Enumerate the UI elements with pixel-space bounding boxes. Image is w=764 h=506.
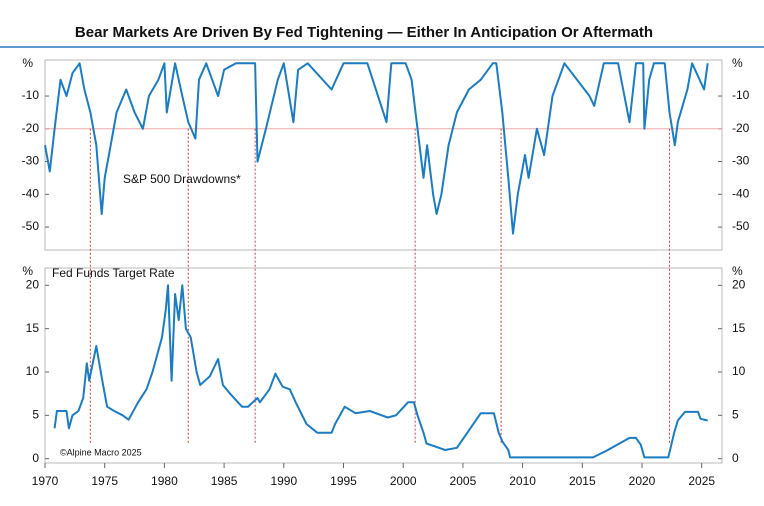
line-series bbox=[53, 284, 708, 459]
x-tick-label: 1975 bbox=[91, 474, 118, 488]
y-tick-label-right: 15 bbox=[732, 321, 746, 335]
y-tick-label: 10 bbox=[26, 364, 40, 378]
y-unit-right: % bbox=[732, 264, 743, 278]
x-tick-label: 2015 bbox=[569, 474, 596, 488]
y-unit: % bbox=[22, 56, 33, 70]
x-tick-label: 2020 bbox=[629, 474, 656, 488]
y-tick-label-right: -20 bbox=[732, 121, 750, 135]
x-tick-label: 1990 bbox=[270, 474, 297, 488]
y-tick-label: -20 bbox=[22, 121, 40, 135]
x-tick-label: 1980 bbox=[151, 474, 178, 488]
y-tick-label: 0 bbox=[32, 451, 39, 465]
x-tick-label: 2005 bbox=[450, 474, 477, 488]
annotation: Fed Funds Target Rate bbox=[52, 266, 175, 280]
x-tick-label: 1970 bbox=[32, 474, 59, 488]
y-tick-label-right: -30 bbox=[732, 154, 750, 168]
annotation: S&P 500 Drawdowns* bbox=[123, 172, 241, 186]
chart-title: Bear Markets Are Driven By Fed Tightenin… bbox=[75, 24, 653, 41]
y-unit-right: % bbox=[732, 56, 743, 70]
plot-frame bbox=[44, 267, 723, 464]
x-tick-label: 2000 bbox=[390, 474, 417, 488]
y-tick-label: -30 bbox=[22, 154, 40, 168]
y-tick-label: -40 bbox=[22, 186, 40, 200]
y-tick-label: 5 bbox=[32, 408, 39, 422]
y-tick-label-right: 20 bbox=[732, 278, 746, 292]
y-tick-label: -10 bbox=[22, 88, 40, 102]
y-tick-label: 20 bbox=[26, 278, 40, 292]
x-tick-label: 1995 bbox=[330, 474, 357, 488]
x-tick-label: 2010 bbox=[509, 474, 536, 488]
x-tick-label: 1985 bbox=[211, 474, 238, 488]
footnote: ©Alpine Macro 2025 bbox=[60, 447, 142, 457]
y-tick-label-right: 5 bbox=[732, 408, 739, 422]
y-tick-label-right: -50 bbox=[732, 219, 750, 233]
y-unit: % bbox=[22, 264, 33, 278]
y-tick-label: -50 bbox=[22, 219, 40, 233]
plot-frame bbox=[44, 59, 723, 251]
y-tick-label-right: -40 bbox=[732, 186, 750, 200]
line-series bbox=[44, 62, 709, 235]
y-tick-label-right: 0 bbox=[732, 451, 739, 465]
y-tick-label-right: 10 bbox=[732, 364, 746, 378]
y-tick-label: 15 bbox=[26, 321, 40, 335]
y-tick-label-right: -10 bbox=[732, 88, 750, 102]
x-tick-label: 2025 bbox=[688, 474, 715, 488]
